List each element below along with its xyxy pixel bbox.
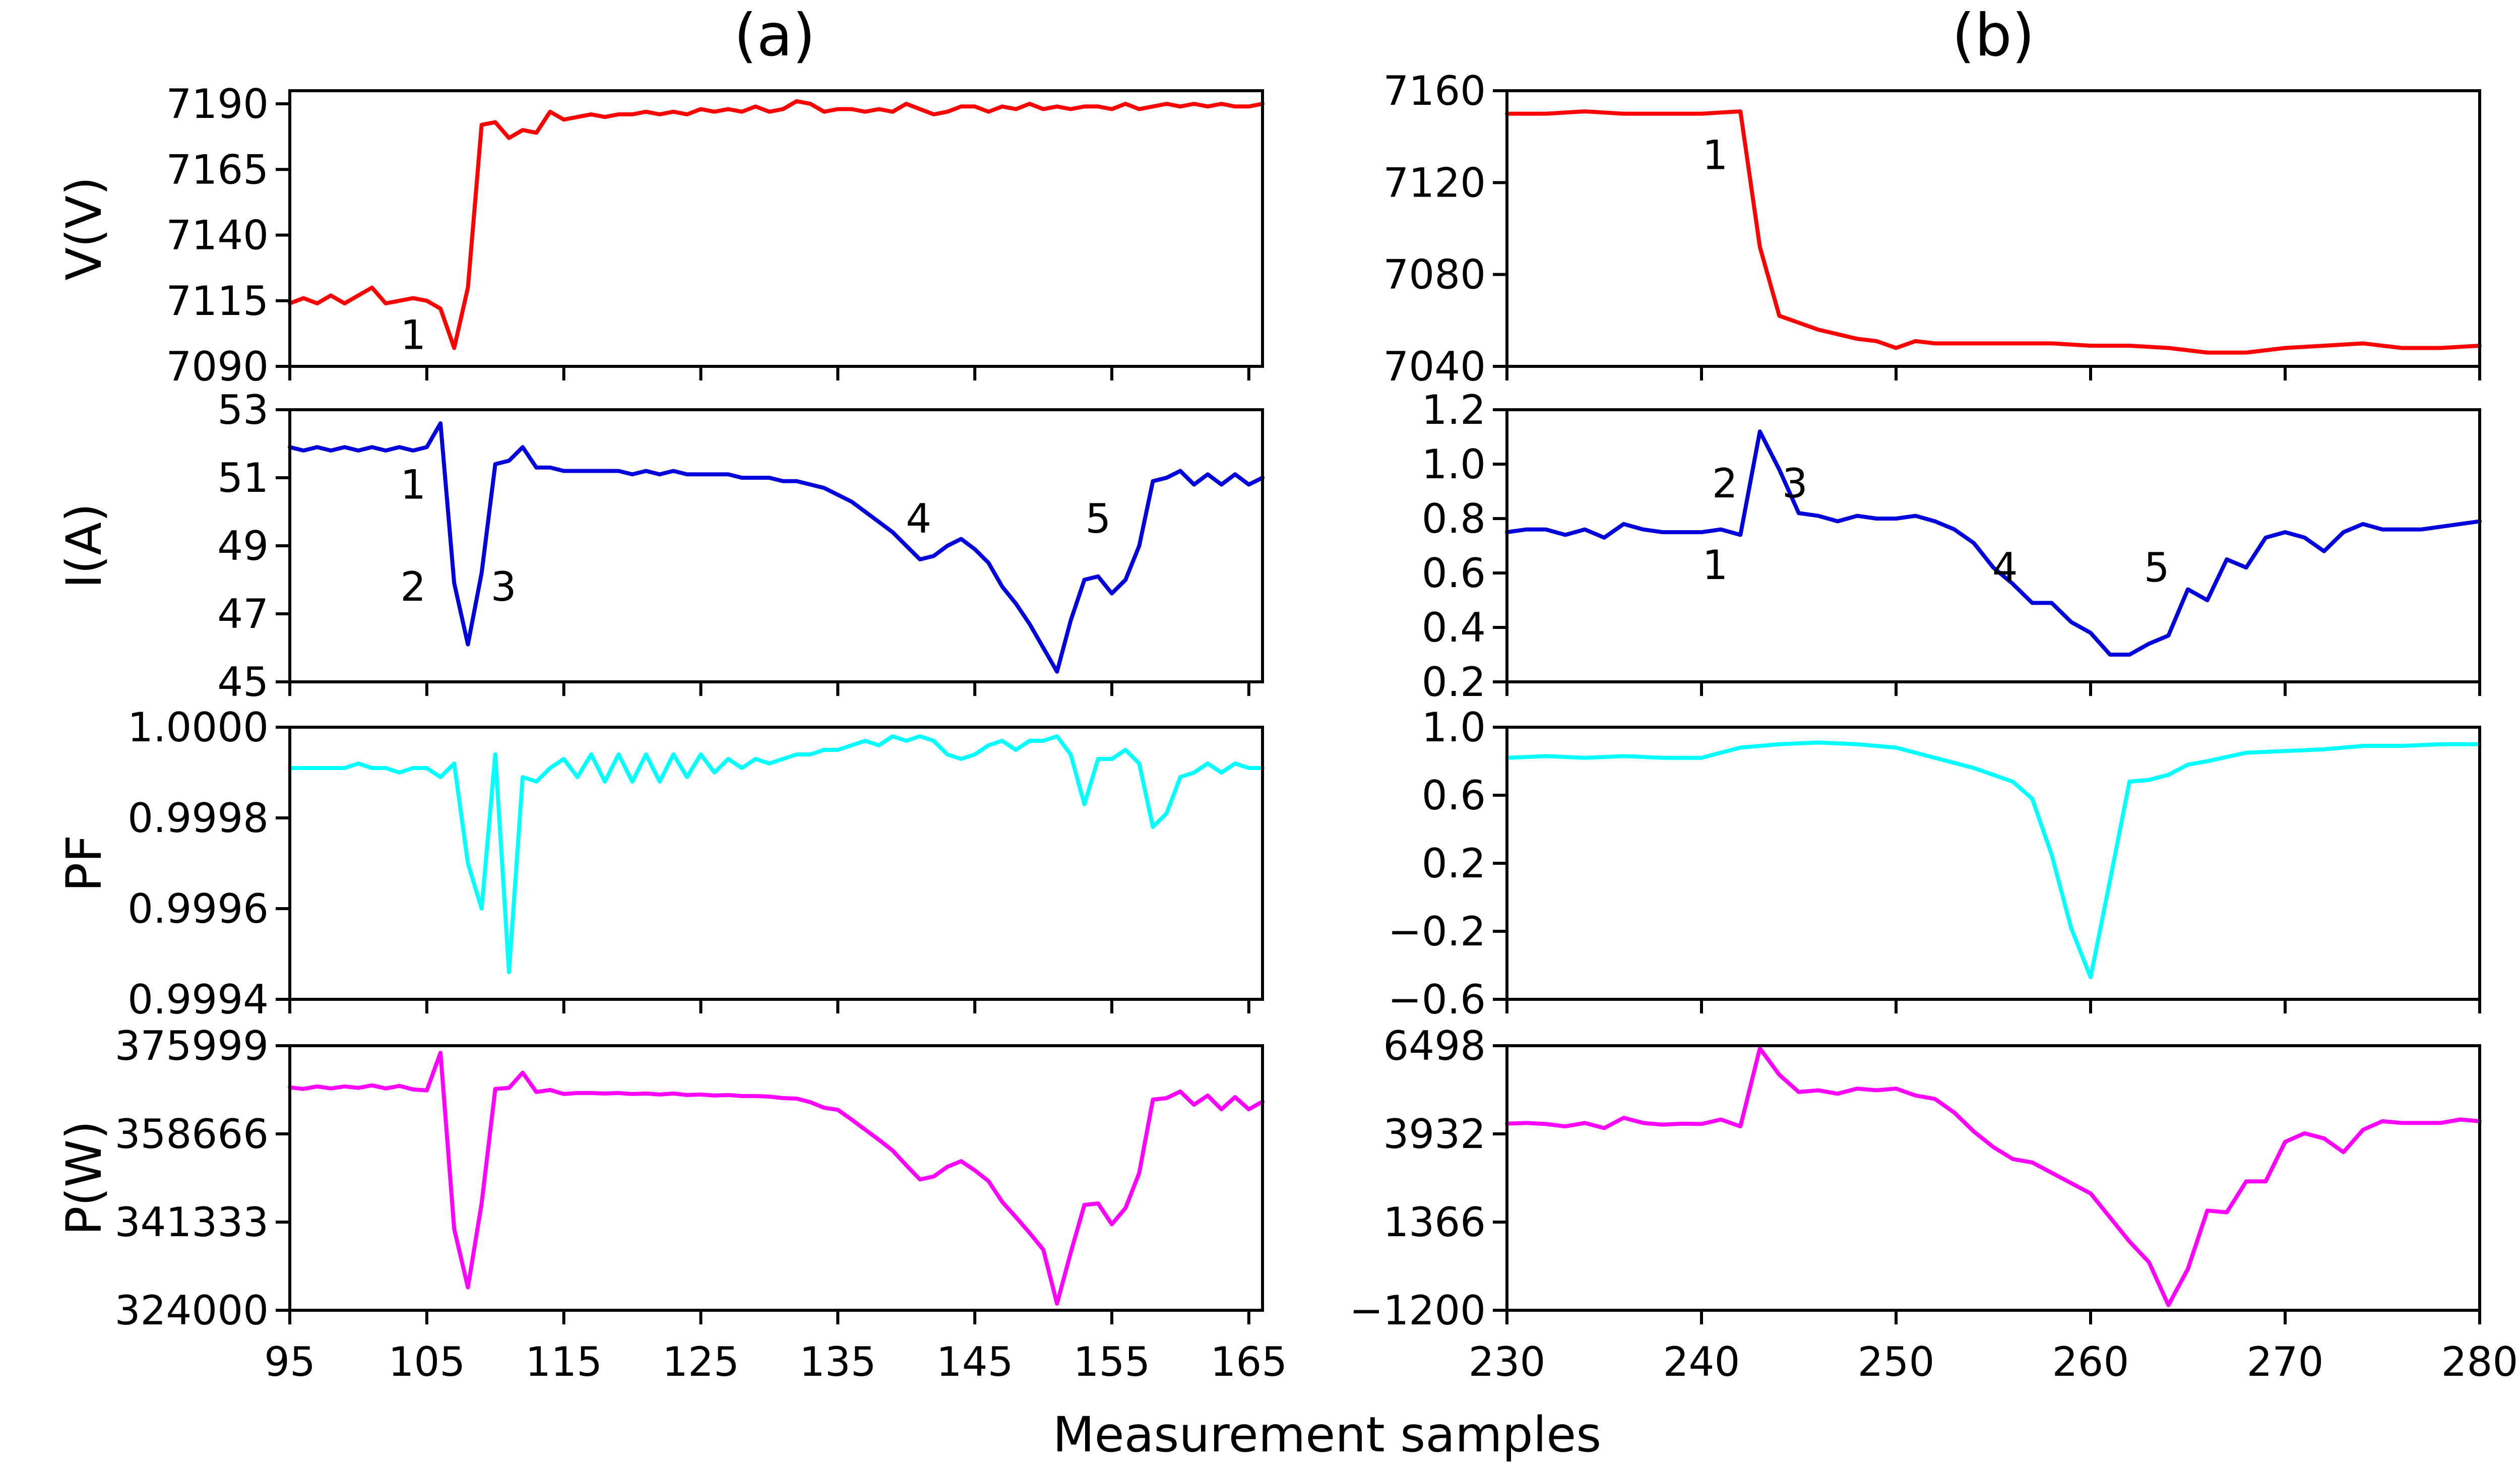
panel-a-power-x-tick-label: 165 [1210,1338,1287,1385]
panel-a-power-y-tick-label: 324000 [115,1287,269,1334]
panel-a-power-y-tick-label: 358666 [115,1111,269,1158]
panel-b-voltage-y-tick-label: 7080 [1383,251,1486,298]
panel-b-pf-y-tick-label: −0.2 [1388,908,1486,955]
panel-b-power-x-tick-label: 240 [1663,1338,1740,1385]
panel-a-current-y-tick-label: 49 [217,523,269,569]
panel-b-current-annotation: 1 [1703,542,1728,589]
panel-b-power-x-tick-label: 250 [1858,1338,1935,1385]
panel-b-voltage-annotation: 1 [1703,132,1728,179]
panel-b-current-series-line [1505,429,2482,657]
panel-b-current-y-tick-label: 0.6 [1422,550,1486,597]
panel-a-power-x-tick-label: 95 [264,1338,316,1385]
panel-a-current-y-tick-label: 53 [217,387,269,433]
panel-a-power-x-tick-label: 135 [799,1338,876,1385]
panel-a-power-y-tick-label: 341333 [115,1199,269,1246]
panel-b-current-y-tick-label: 1.0 [1422,441,1486,488]
panel-b-voltage-y-tick-label: 7120 [1383,159,1486,206]
panel-a-voltage-series-line [288,99,1265,350]
panel-a-power-x-tick-label: 115 [525,1338,602,1385]
panel-a-pf-y-axis-label: PF [56,835,112,891]
panel-b-current-y-tick-label: 0.8 [1422,495,1486,542]
panel-b-power-series-line [1505,1046,2482,1307]
panel-b-current-annotation: 4 [1992,544,2018,591]
panel-b-power-y-tick-label: 1366 [1383,1199,1486,1246]
panel-b-current-annotation: 5 [2144,544,2170,591]
panel-b-pf: −0.6 −0.2 0.2 0.6 1.0 [1388,704,2482,1023]
column-title-b: (b) [1952,2,2035,70]
panel-b-current-y-tick-label: 1.2 [1422,387,1486,433]
panel-b-pf-y-tick-label: 0.2 [1422,840,1486,887]
panel-a-current-annotation: 5 [1085,495,1111,542]
panel-a-current-annotation: 4 [906,495,931,542]
panel-b-voltage-axes-frame [1505,89,2481,368]
panel-b-current-y-tick-label: 0.2 [1422,659,1486,706]
panel-a-pf-y-tick-label: 1.0000 [128,704,269,751]
panel-a-pf-y-tick-label: 0.9998 [128,795,269,842]
panel-b-voltage-y-tick-label: 7040 [1383,343,1486,390]
panel-b-current-y-tick-label: 0.4 [1422,604,1486,651]
x-axis-label: Measurement samples [1053,1407,1602,1463]
panel-b-power-axes-frame [1505,1044,2481,1312]
panel-b-voltage-y-tick-label: 7160 [1383,68,1486,114]
panel-a-voltage-y-axis-label: V(V) [56,176,112,280]
panel-b-pf-series-line [1505,740,2482,980]
panel-a-voltage: 7090 7115 7140 7165 7190 V(V) 1 [56,81,1265,390]
panel-a-power-x-tick-label: 155 [1074,1338,1151,1385]
panel-a-power-axes-frame [288,1044,1264,1312]
panel-a-current-annotation: 3 [491,563,517,610]
panel-b-current-annotation: 3 [1782,460,1808,507]
panel-b-pf-y-tick-label: 0.6 [1422,772,1486,819]
panel-a-power-x-tick-label: 145 [936,1338,1014,1385]
panel-b-power-y-tick-label: −1200 [1349,1287,1486,1334]
panels-group: 7090 7115 7140 7165 7190 V(V) 1 7040 7080 7120 716… [56,68,2518,1385]
panel-b-pf-y-tick-label: 1.0 [1422,704,1486,751]
panel-a-power-x-tick-label: 105 [388,1338,465,1385]
panel-b-pf-y-tick-label: −0.6 [1388,976,1486,1023]
panel-b-current-axes-frame [1505,408,2481,683]
panel-a-voltage-y-tick-label: 7140 [166,212,269,259]
panel-b-current-annotation: 2 [1712,460,1738,507]
panel-a-voltage-axes-frame [288,89,1264,368]
panel-a-power-y-axis-label: P(W) [56,1121,112,1236]
column-title-a: (a) [734,2,815,70]
panel-a-current-annotation: 1 [400,462,426,508]
panel-b-power-x-tick-label: 270 [2247,1338,2324,1385]
panel-b-power-x-tick-label: 230 [1469,1338,1546,1385]
panel-a-power-y-tick-label: 375999 [115,1023,269,1069]
panel-b-power-x-tick-label: 280 [2441,1338,2518,1385]
panel-a-voltage-y-tick-label: 7190 [166,81,269,127]
panel-b-current: 0.20.40.60.81.01.22 31 4 5 [1422,387,2482,706]
panel-a-current-y-tick-label: 51 [217,455,269,501]
panel-a-current-y-tick-label: 47 [217,591,269,637]
panel-a-voltage-annotation: 1 [400,311,426,358]
panel-b-voltage: 7040 7080 7120 7160 1 [1383,68,2482,390]
panel-a-voltage-y-tick-label: 7090 [166,343,269,390]
panel-b-power: −1200 1366 3932 6498 230 240 250 260 270 280 [1349,1023,2518,1385]
panel-a-pf: 0.9994 0.9996 0.9998 1.0000 PF [56,704,1265,1023]
panel-a-current-annotation: 2 [400,563,426,610]
panel-b-power-y-tick-label: 3932 [1383,1111,1486,1158]
panel-a-current-series-line [288,421,1265,674]
panel-a-pf-series-line [288,734,1265,974]
panel-a-power-series-line [288,1051,1265,1306]
panel-a-current-y-tick-label: 45 [217,659,269,706]
panel-a-voltage-y-tick-label: 7165 [166,146,269,193]
panel-a-current-y-axis-label: I(A) [56,503,112,589]
panel-a-power: 324000 341333 358666 375999 95 105 115 125 135 14… [56,1023,1287,1385]
panel-a-voltage-y-tick-label: 7115 [166,278,269,325]
panel-a-pf-y-tick-label: 0.9996 [128,885,269,932]
panel-b-voltage-series-line [1505,109,2482,355]
panel-a-pf-axes-frame [288,726,1264,1001]
panel-b-power-y-tick-label: 6498 [1383,1023,1486,1069]
panel-a-power-x-tick-label: 125 [662,1338,739,1385]
panel-b-power-x-tick-label: 260 [2052,1338,2129,1385]
panel-a-pf-y-tick-label: 0.9994 [128,976,269,1023]
